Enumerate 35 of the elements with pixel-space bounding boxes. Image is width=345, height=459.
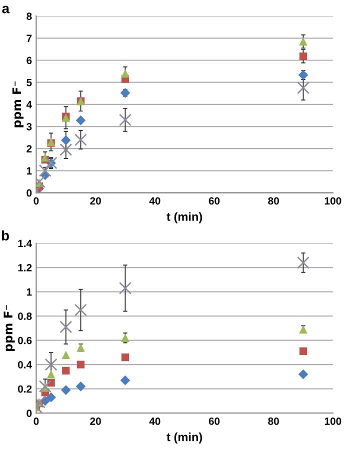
text: a	[2, 6, 10, 14]
y-tick-label: 8	[26, 12, 32, 20]
y-tick-label: 6	[26, 56, 32, 64]
y-tick-label: 1.2	[18, 264, 32, 272]
y-tick-label: 0.2	[18, 385, 32, 393]
x-tick-label: 60	[208, 418, 220, 425]
x-tick-label: 40	[149, 197, 160, 205]
y-tick-label: 2	[26, 145, 32, 152]
x-tick-label: 60	[208, 197, 220, 205]
y-tick-label: 1	[26, 167, 32, 174]
y-axis-title: ppm F⁻	[4, 305, 15, 351]
x-tick-label: 100	[324, 418, 342, 425]
x-tick-label: 0	[34, 197, 39, 205]
y-tick-label: 5	[26, 78, 32, 86]
y-tick-label: 4	[26, 101, 32, 108]
x-tick-label: 20	[90, 197, 101, 205]
y-tick-label: 0	[26, 410, 32, 417]
x-tick-label: 80	[268, 418, 279, 425]
x-tick-label: 0	[34, 418, 39, 425]
y-tick-label: 1	[26, 288, 32, 296]
y-tick-label: 0.6	[18, 336, 32, 344]
y-tick-label: 0	[26, 189, 32, 197]
text: b	[2, 230, 9, 241]
y-axis-title: ppm F⁻	[12, 81, 24, 128]
x-axis-title: t (min)	[166, 212, 202, 224]
x-tick-label: 100	[324, 197, 342, 205]
y-tick-label: 0.4	[18, 361, 32, 368]
y-tick-label: 3	[26, 123, 32, 130]
x-axis-title: t (min)	[166, 432, 202, 444]
y-tick-label: 0.8	[18, 312, 32, 320]
y-tick-label: 7	[26, 34, 32, 42]
x-tick-label: 40	[149, 418, 160, 425]
x-tick-label: 80	[268, 197, 279, 205]
x-tick-label: 20	[90, 418, 101, 425]
y-tick-label: 1.4	[18, 240, 32, 248]
